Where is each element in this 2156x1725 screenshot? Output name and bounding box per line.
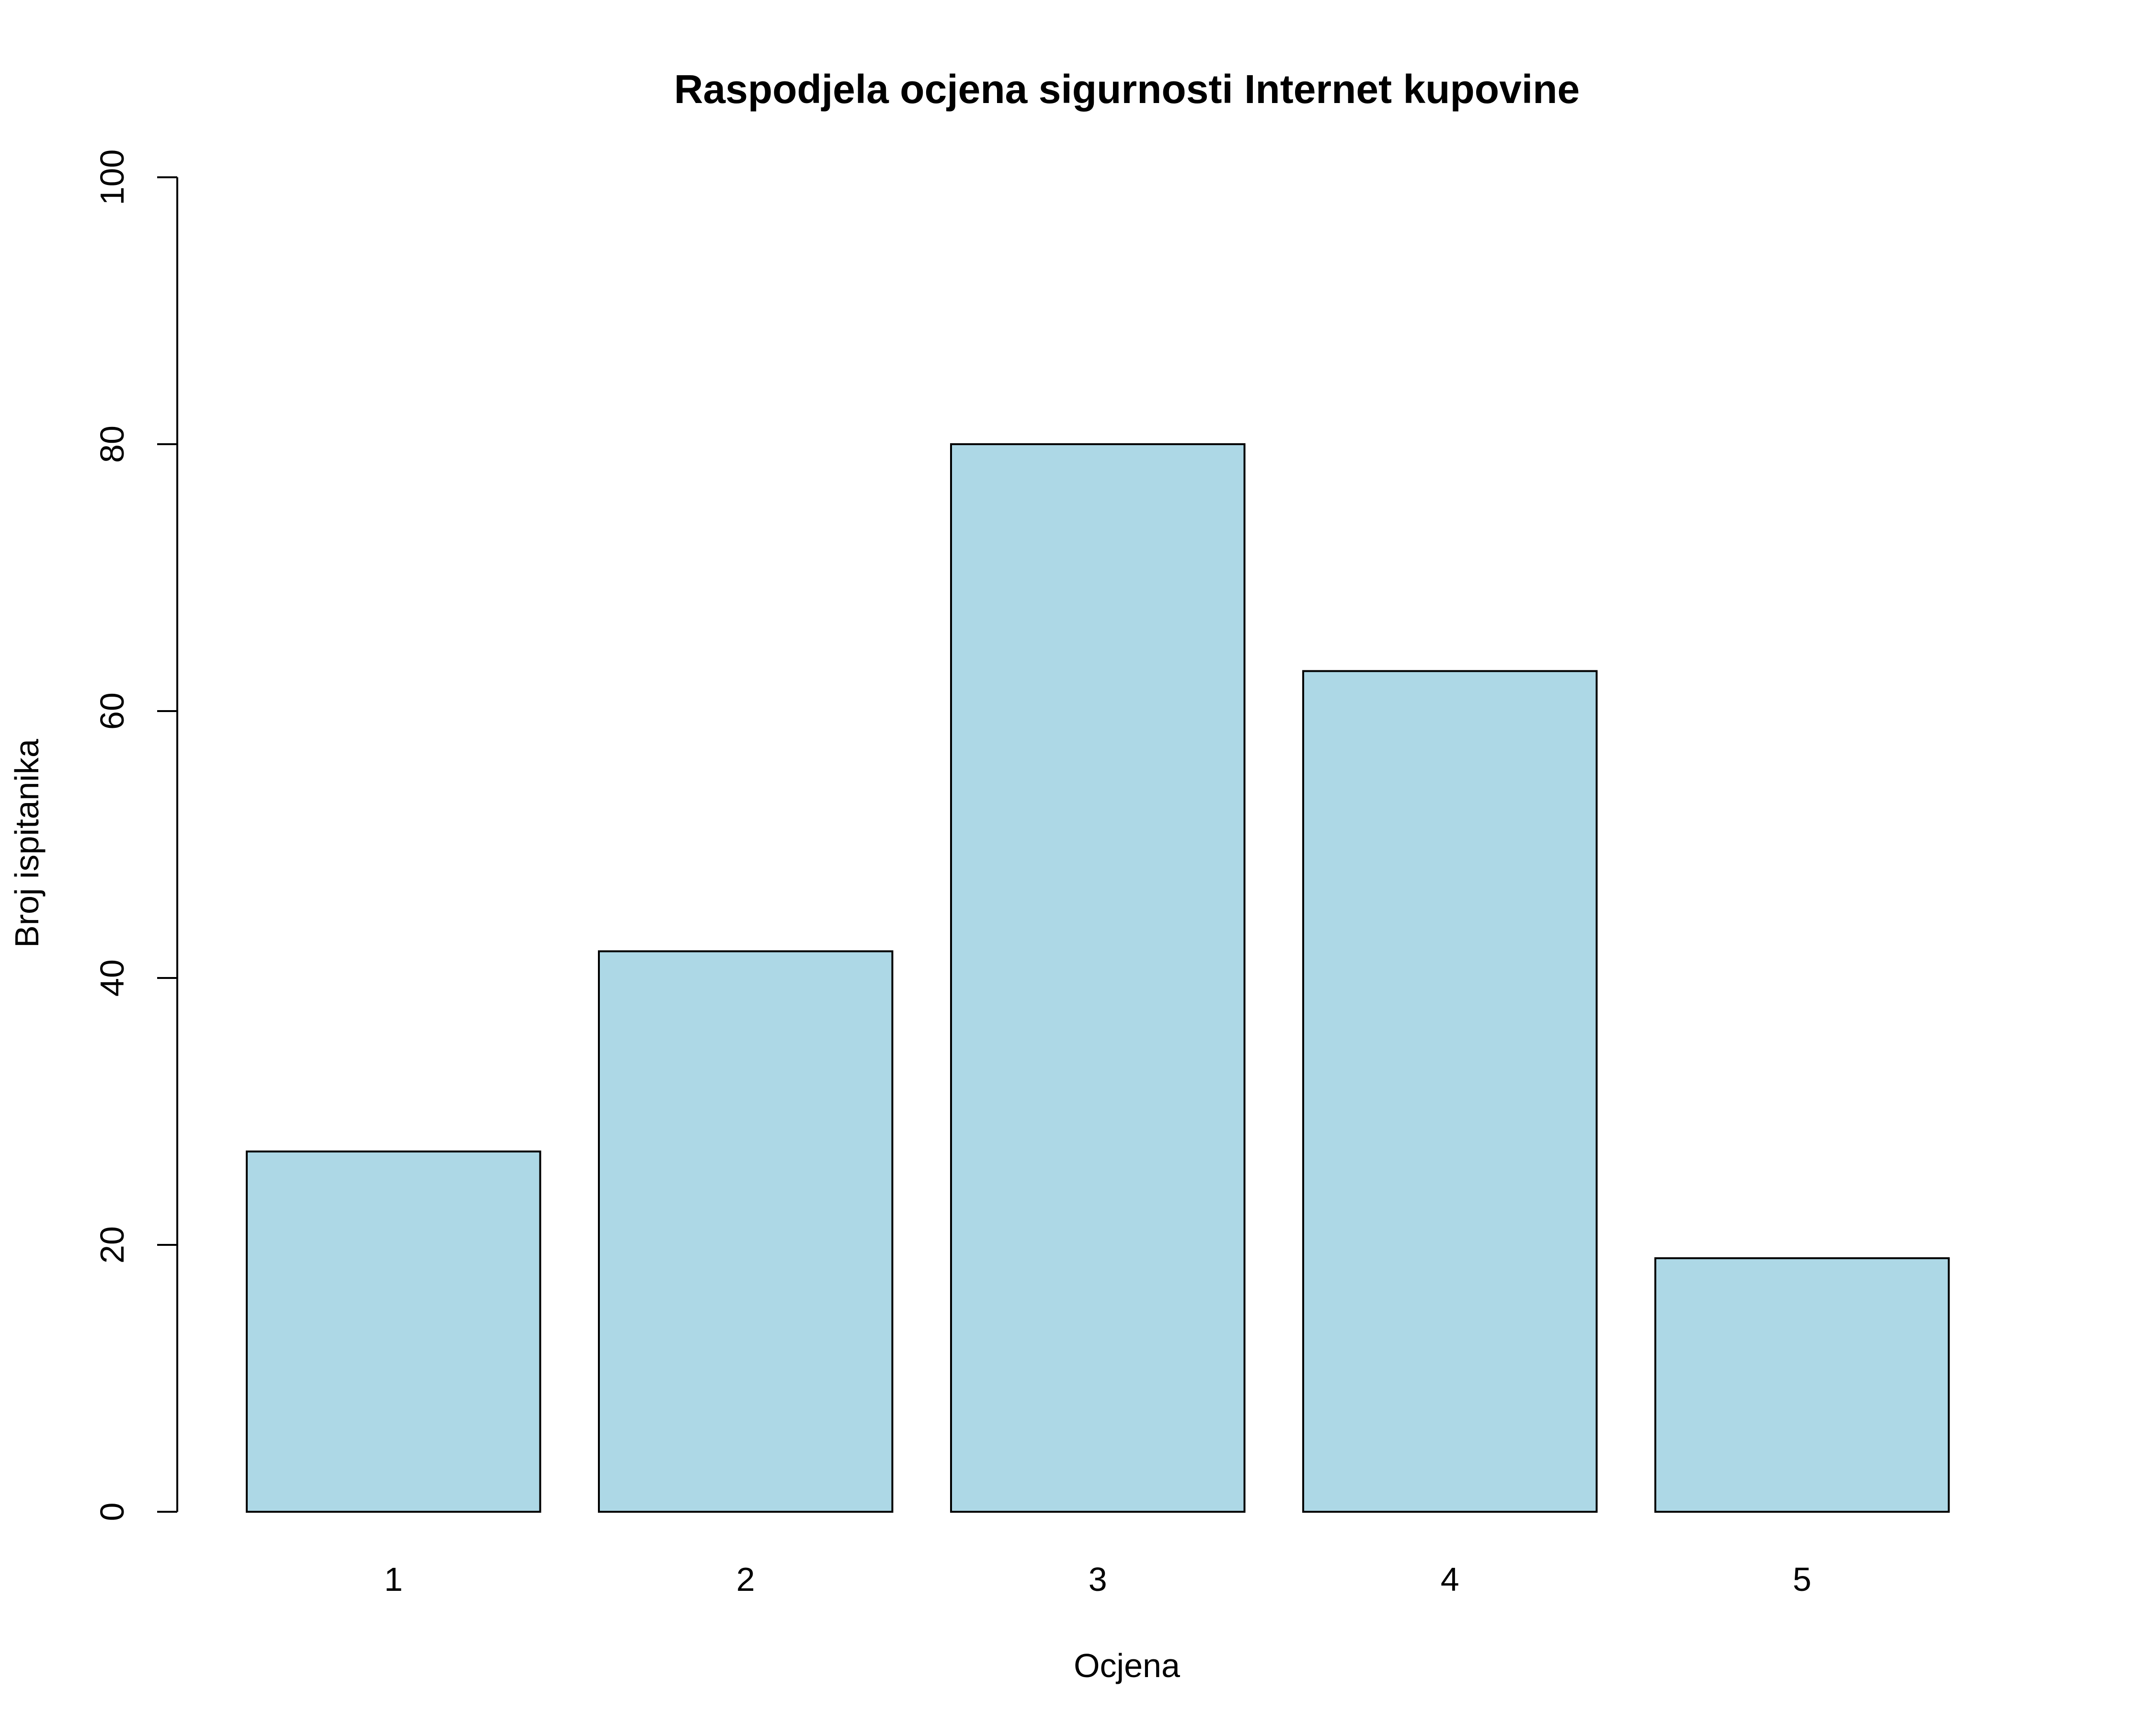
bar-3 [950, 443, 1246, 1513]
bar-1 [246, 1150, 541, 1513]
bar-5 [1654, 1257, 1950, 1513]
y-tick-label-20: 20 [93, 1226, 131, 1264]
chart-title: Raspodjela ocjena sigurnosti Internet ku… [674, 67, 1580, 112]
y-axis: 0 20 40 60 80 100 [93, 150, 178, 1521]
y-axis-label: Broj ispitanika [8, 739, 46, 948]
x-axis-label: Ocjena [1074, 1647, 1180, 1684]
bars-group [246, 443, 1950, 1513]
x-tick-label-2: 2 [736, 1561, 755, 1598]
y-tick-label-80: 80 [93, 426, 131, 463]
y-tick-label-100: 100 [93, 150, 131, 206]
bar-4 [1302, 670, 1598, 1513]
bar-2 [598, 950, 894, 1513]
y-tick-label-0: 0 [93, 1503, 131, 1521]
x-tick-label-4: 4 [1441, 1561, 1459, 1598]
x-tick-label-5: 5 [1793, 1561, 1812, 1598]
x-axis-ticks: 1 2 3 4 5 [384, 1561, 1812, 1598]
y-tick-label-60: 60 [93, 692, 131, 730]
y-tick-label-40: 40 [93, 959, 131, 997]
x-tick-label-3: 3 [1089, 1561, 1107, 1598]
x-tick-label-1: 1 [384, 1561, 403, 1598]
